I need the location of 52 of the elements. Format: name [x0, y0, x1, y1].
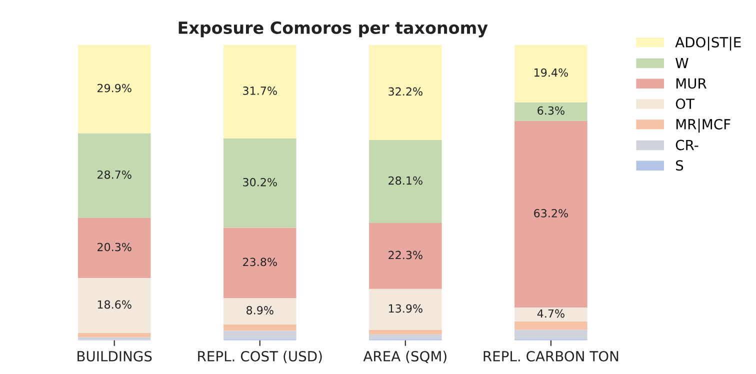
data-label: 31.7%: [243, 86, 277, 95]
data-label: 23.8%: [243, 258, 277, 266]
data-label: 63.2%: [534, 209, 568, 218]
data-label: 22.3%: [388, 250, 422, 260]
bar: [78, 332, 151, 338]
data-label: 20.3%: [98, 242, 132, 252]
bar: [369, 44, 442, 140]
bar: [514, 330, 588, 340]
bar: [514, 44, 588, 102]
bar: [514, 321, 588, 330]
data-label: 18.6%: [98, 300, 132, 309]
data-label: 4.7%: [537, 309, 564, 318]
x-tick-label: REPL. COST (USD): [198, 350, 322, 364]
x-tick-label: AREA (SQM): [363, 350, 446, 364]
bar: [223, 298, 296, 324]
data-label: 28.1%: [388, 176, 422, 185]
bar: [369, 223, 442, 289]
x-tick-label: BUILDINGS: [78, 351, 152, 362]
bar: [369, 334, 442, 340]
data-label: 30.2%: [243, 178, 277, 186]
legend-label: MUR: [676, 78, 706, 89]
bar: [369, 140, 442, 224]
bar: [514, 120, 588, 308]
bar: [223, 138, 296, 228]
legend-label: S: [676, 160, 684, 171]
x-tick-label: REPL. CARBON TON: [484, 351, 618, 362]
bar: [514, 308, 588, 322]
bar: [369, 330, 442, 334]
chart-title: Exposure Comoros per taxonomy: [178, 21, 488, 38]
data-label: 28.7%: [98, 170, 132, 179]
bar: [223, 228, 296, 298]
legend-label: W: [676, 58, 688, 68]
legend-label: MR|MCF: [676, 118, 730, 133]
legend-label: OT: [676, 98, 695, 110]
data-label: 29.9%: [98, 84, 132, 92]
legend-label: ADO|ST|E: [675, 36, 741, 51]
data-label: 19.4%: [534, 68, 568, 77]
data-label: 8.9%: [246, 306, 274, 314]
bar: [78, 218, 151, 278]
bar: [78, 133, 151, 218]
bar: [223, 330, 296, 340]
bar: [369, 288, 442, 330]
bar: [223, 324, 296, 331]
bar: [514, 102, 588, 121]
bar: [78, 337, 151, 340]
data-label: 6.3%: [538, 106, 564, 115]
data-label: 13.9%: [388, 304, 422, 313]
bar: [78, 278, 151, 333]
bar: [78, 44, 151, 134]
legend-label: CR-: [676, 140, 698, 150]
bar: [223, 44, 296, 139]
data-label: 32.2%: [388, 87, 422, 96]
